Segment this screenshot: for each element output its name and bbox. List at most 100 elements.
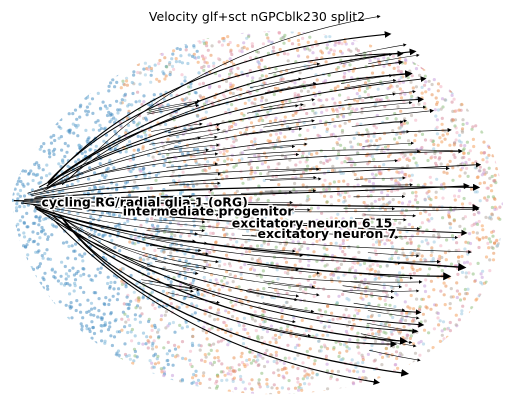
cell-point [386,144,390,148]
cell-point [146,374,150,378]
cell-point [33,284,37,288]
cell-point [266,385,270,389]
cell-point [213,356,217,360]
cell-point [435,48,439,53]
cell-point [105,372,109,376]
cell-point [31,63,35,67]
cell-point [501,202,504,206]
cell-point [362,261,367,265]
cell-point [373,339,378,344]
cell-point [206,48,210,52]
cell-point [501,35,504,40]
cell-point [225,149,229,153]
cell-point [370,390,374,394]
cell-point [125,79,129,83]
cell-point [259,128,263,133]
cell-point [15,305,19,309]
cell-point [381,379,385,383]
cell-point [32,328,36,332]
cell-point [35,38,39,42]
cell-point [93,378,97,382]
cell-point [80,35,84,39]
cell-point [58,322,62,326]
cell-point [169,44,173,48]
cell-point [450,93,454,97]
cell-point [180,326,184,330]
cell-point [226,157,230,161]
cell-point [165,380,169,384]
cell-point [80,52,84,57]
cell-point [417,102,421,106]
cell-point [460,387,464,391]
cell-point [259,116,263,120]
cell-point [291,233,295,237]
cell-point [380,190,384,195]
cell-point [14,138,18,142]
cell-point [103,302,107,307]
cell-point [12,278,14,282]
cell-point [170,232,174,236]
cell-point [188,358,192,362]
cell-point [240,217,244,222]
cell-point [475,386,479,390]
cell-point [87,350,91,354]
cell-point [73,331,77,335]
cell-point [149,73,153,77]
cell-point [377,376,381,380]
cell-point [201,374,205,378]
cell-point [59,282,63,286]
cell-point [505,307,508,310]
cell-point [503,275,506,278]
cell-point [397,136,402,140]
cell-point [423,319,427,323]
cell-point [76,88,80,92]
cell-point [326,333,330,337]
cell-point [502,291,504,295]
cell-point [123,381,127,385]
cell-point [88,386,92,390]
cell-point [231,391,235,395]
cell-point [498,50,502,54]
cell-point [420,240,424,244]
cell-point [208,377,212,381]
cell-point [229,334,233,338]
cell-point [346,84,350,88]
cell-point [218,74,222,78]
cell-point [198,94,202,98]
cell-point [426,380,430,384]
cell-point [229,327,233,331]
cell-point [252,359,256,363]
cell-point [169,302,173,306]
cell-point [204,232,208,236]
cell-point [487,166,491,170]
cell-point [103,380,107,384]
cell-point [485,186,489,190]
cell-point [56,86,60,90]
cell-point [137,341,141,345]
cell-point [473,74,477,78]
cell-point [394,26,397,29]
cell-point [68,363,72,367]
cell-point [250,140,254,144]
cell-point [429,198,433,202]
cell-point [132,120,136,124]
cell-point [232,140,236,144]
cell-point [115,80,119,84]
cell-point [202,68,206,72]
cell-point [485,108,489,112]
cell-point [493,346,497,350]
cell-point [120,328,124,332]
cell-point [328,34,332,39]
cell-point [477,211,481,215]
cell-point [231,136,235,140]
cell-point [465,45,469,49]
cell-point [487,237,491,241]
cell-point [382,286,386,290]
cell-point [354,269,358,273]
cell-point [63,264,67,269]
cell-point [120,317,124,321]
cell-point [300,244,304,248]
cell-point [477,329,481,333]
cell-point [347,27,350,30]
cell-point [168,73,172,77]
